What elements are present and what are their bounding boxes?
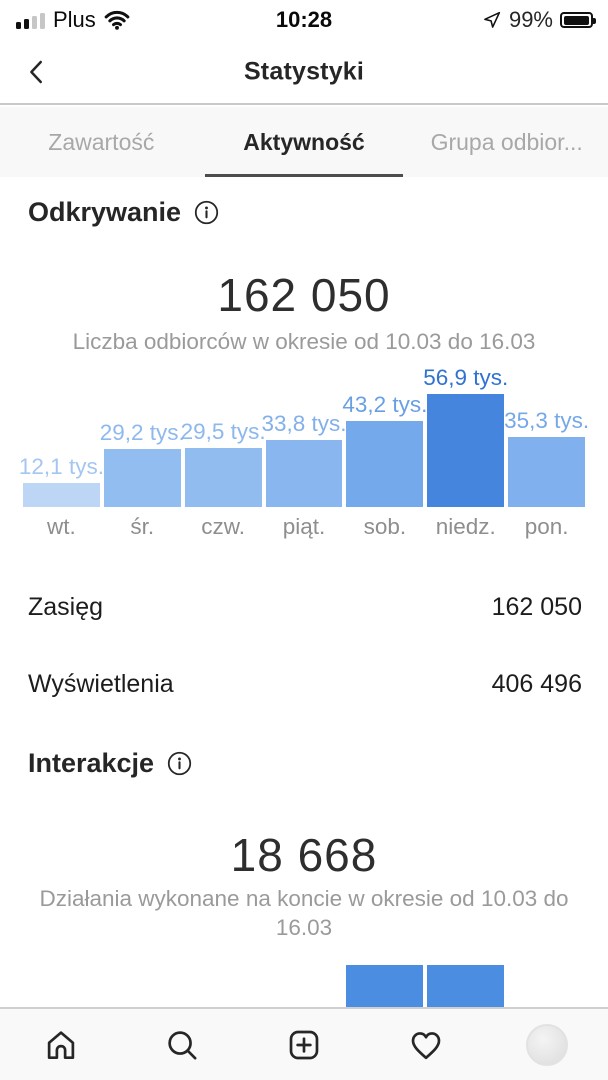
metric-row-wyswietlenia: Wyświetlenia 406 496 — [28, 670, 582, 699]
nav-home[interactable] — [0, 1026, 122, 1064]
metric-label: Zasięg — [28, 593, 104, 621]
chart-bar-column: 29,2 tys. — [100, 420, 185, 507]
bar — [103, 449, 181, 507]
bar-value-label: 29,2 tys. — [99, 420, 185, 445]
bottom-nav — [0, 1007, 608, 1080]
chart-bar-column: 43,2 tys. — [342, 392, 427, 507]
clock: 10:28 — [275, 7, 333, 32]
tab-aktywnosc[interactable]: Aktywność — [203, 107, 406, 177]
info-icon[interactable] — [194, 200, 219, 225]
discovery-caption: Liczba odbiorców w okresie od 10.03 do 1… — [72, 329, 536, 354]
chart-day-label: wt. — [47, 514, 76, 539]
status-bar: Plus 10:28 99% — [0, 0, 608, 40]
chart-day-label: pon. — [524, 514, 569, 539]
chart-bar-column: 56,9 tys. — [423, 365, 508, 507]
location-arrow-icon — [484, 11, 501, 28]
bar-value-label: 12,1 tys. — [18, 454, 104, 479]
create-post-icon — [289, 1030, 319, 1059]
chart-bar-column: 12,1 tys. — [19, 454, 104, 507]
battery-icon — [560, 12, 596, 28]
bar-value-label: 33,8 tys. — [261, 411, 347, 436]
tab-bar: Zawartość Aktywność Grupa odbior... — [0, 107, 608, 177]
discovery-headline-value: 162 050 — [217, 269, 391, 321]
metric-row-zasieg: Zasięg 162 050 — [28, 593, 582, 622]
cellular-signal-icon — [12, 12, 45, 29]
nav-search[interactable] — [122, 1026, 244, 1064]
bar — [265, 440, 343, 507]
bar — [427, 394, 505, 507]
discovery-chart: 12,1 tys. 29,2 tys. 29,5 tys. 33,8 tys. 43,2… — [19, 364, 589, 507]
page-title: Statystyki — [243, 57, 365, 85]
home-icon — [47, 1030, 75, 1059]
nav-profile[interactable] — [486, 1023, 608, 1066]
wifi-icon — [104, 10, 130, 30]
chart-day-label: śr. — [130, 514, 155, 539]
chart-bar-column: 29,5 tys. — [181, 419, 266, 507]
metric-value: 406 496 — [491, 670, 582, 698]
bar-value-label: 43,2 tys. — [342, 392, 428, 417]
tab-grupa-odbiorcow[interactable]: Grupa odbior... — [430, 128, 583, 155]
chart-day-label: sob. — [363, 514, 407, 539]
chart-day-label: niedz. — [435, 514, 496, 539]
chevron-left-icon — [30, 60, 42, 83]
search-icon — [168, 1030, 197, 1059]
discovery-section-header: Odkrywanie — [28, 197, 219, 228]
heart-icon — [411, 1031, 440, 1059]
bar — [508, 437, 586, 507]
chart-bar-column: 33,8 tys. — [261, 411, 347, 507]
chart-bar-column: 35,3 tys. — [504, 408, 589, 507]
chart-day-label: piąt. — [282, 514, 326, 539]
discovery-section-title: Odkrywanie — [28, 197, 182, 227]
discovery-chart-days: wt. śr. czw. piąt. sob. niedz. pon. — [23, 514, 585, 540]
chart-day-label: czw. — [201, 514, 246, 539]
nav-activity[interactable] — [365, 1026, 487, 1064]
back-button[interactable] — [22, 57, 52, 87]
metric-value: 162 050 — [491, 593, 582, 621]
tab-zawartosc[interactable]: Zawartość — [48, 128, 155, 155]
interactions-chart-partial-bar — [427, 965, 504, 1008]
info-icon[interactable] — [167, 751, 192, 776]
interactions-headline-value: 18 668 — [230, 829, 378, 881]
interactions-chart-partial-bar — [346, 965, 423, 1008]
profile-avatar — [526, 1023, 569, 1066]
battery-percent-label: 99% — [508, 7, 553, 32]
interactions-section-header: Interakcje — [28, 748, 192, 779]
bar-value-label: 56,9 tys. — [423, 365, 509, 390]
metric-label: Wyświetlenia — [28, 670, 174, 698]
carrier-label: Plus — [53, 7, 96, 32]
interactions-caption: Działania wykonane na koncie w okresie o… — [39, 886, 569, 940]
header: Statystyki — [0, 40, 608, 105]
nav-create[interactable] — [243, 1026, 365, 1064]
status-bar-left: Plus — [12, 7, 130, 33]
status-bar-right: 99% — [482, 7, 596, 33]
bar — [184, 448, 262, 507]
bar-value-label: 29,5 tys. — [180, 419, 266, 444]
interactions-section-title: Interakcje — [28, 748, 155, 778]
bar — [23, 483, 100, 507]
bar-value-label: 35,3 tys. — [504, 408, 590, 433]
bar — [346, 421, 424, 507]
